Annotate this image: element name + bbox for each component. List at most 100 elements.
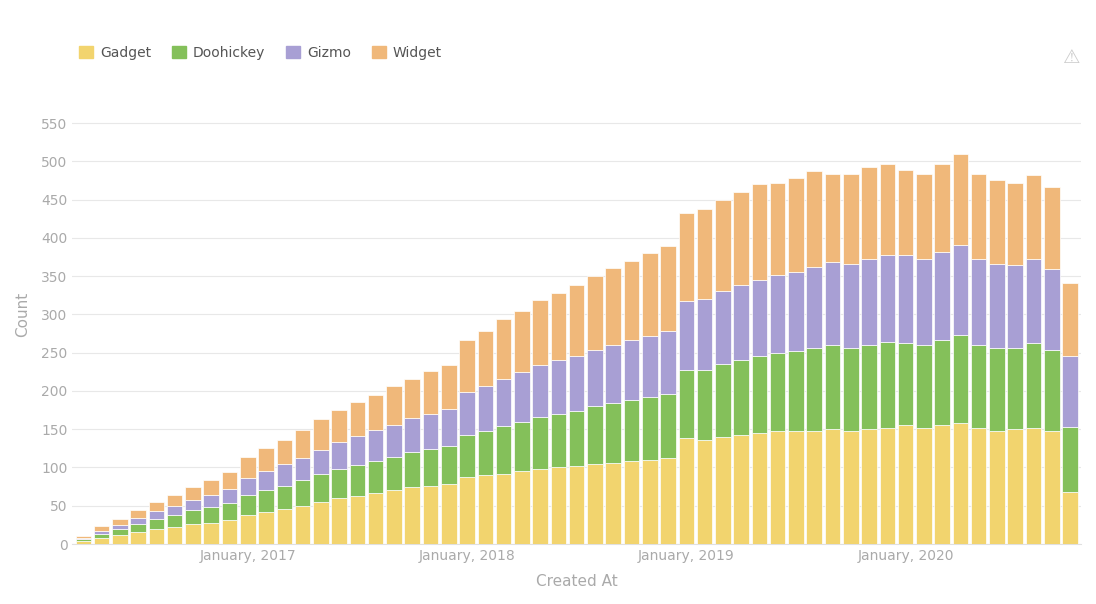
Bar: [605, 268, 621, 345]
Bar: [1007, 265, 1023, 348]
Bar: [971, 428, 986, 544]
Bar: [660, 331, 676, 394]
Bar: [350, 436, 365, 465]
Bar: [1062, 492, 1077, 544]
Bar: [331, 410, 347, 442]
Bar: [843, 348, 858, 431]
Bar: [569, 356, 584, 411]
Bar: [94, 527, 110, 531]
Bar: [642, 336, 658, 397]
Bar: [149, 511, 164, 519]
Bar: [185, 510, 201, 524]
Bar: [678, 439, 694, 544]
Bar: [624, 461, 639, 544]
Bar: [769, 183, 786, 275]
Bar: [1044, 269, 1060, 350]
Bar: [807, 267, 822, 348]
Bar: [149, 519, 164, 528]
Bar: [624, 400, 639, 461]
Bar: [605, 345, 621, 403]
Bar: [769, 431, 786, 544]
Bar: [459, 477, 475, 544]
Bar: [495, 474, 512, 544]
Bar: [769, 275, 786, 353]
Text: ⚠: ⚠: [1063, 48, 1081, 67]
Bar: [368, 493, 384, 544]
Bar: [295, 430, 310, 458]
Bar: [935, 164, 950, 252]
Bar: [185, 524, 201, 544]
Bar: [788, 272, 803, 351]
Y-axis label: Count: Count: [15, 292, 30, 337]
Bar: [807, 431, 822, 544]
Bar: [167, 515, 182, 527]
Bar: [350, 496, 365, 544]
Bar: [276, 440, 292, 464]
Bar: [423, 414, 438, 449]
Bar: [769, 353, 786, 431]
Bar: [550, 361, 567, 414]
Bar: [952, 155, 968, 245]
Bar: [880, 342, 895, 428]
Bar: [898, 342, 913, 425]
Bar: [624, 341, 639, 400]
Bar: [843, 264, 858, 348]
Bar: [478, 431, 493, 475]
Bar: [678, 213, 694, 301]
Bar: [459, 393, 475, 434]
Bar: [423, 371, 438, 414]
Bar: [204, 522, 219, 544]
Bar: [386, 387, 402, 425]
Bar: [533, 469, 548, 544]
Bar: [331, 498, 347, 544]
Bar: [569, 411, 584, 466]
Bar: [276, 486, 292, 509]
Bar: [112, 530, 127, 535]
Bar: [1007, 348, 1023, 429]
Bar: [990, 179, 1005, 264]
Bar: [130, 524, 146, 532]
Bar: [861, 167, 877, 259]
Bar: [112, 535, 127, 544]
Bar: [259, 471, 274, 490]
Bar: [843, 173, 858, 264]
Bar: [295, 506, 310, 544]
Bar: [752, 433, 767, 544]
Bar: [130, 532, 146, 544]
Bar: [240, 515, 255, 544]
Bar: [788, 431, 803, 544]
Bar: [898, 425, 913, 544]
Bar: [697, 299, 712, 370]
Bar: [605, 463, 621, 544]
Bar: [259, 490, 274, 512]
Bar: [94, 538, 110, 544]
Bar: [149, 502, 164, 511]
Bar: [752, 280, 767, 356]
Bar: [861, 345, 877, 429]
Bar: [733, 361, 749, 435]
Bar: [569, 466, 584, 544]
Bar: [350, 402, 365, 436]
Bar: [368, 430, 384, 461]
Bar: [221, 489, 237, 503]
Bar: [313, 450, 329, 474]
Bar: [935, 339, 950, 425]
Bar: [295, 481, 310, 506]
Bar: [240, 495, 255, 515]
Bar: [76, 541, 91, 544]
Bar: [221, 472, 237, 489]
Bar: [240, 478, 255, 495]
Bar: [1062, 427, 1077, 492]
Bar: [331, 469, 347, 498]
Bar: [550, 467, 567, 544]
Bar: [313, 419, 329, 450]
Bar: [386, 490, 402, 544]
Bar: [204, 495, 219, 507]
Bar: [843, 431, 858, 544]
Bar: [733, 435, 749, 544]
Bar: [697, 370, 712, 440]
Bar: [478, 331, 493, 387]
Bar: [605, 403, 621, 463]
Bar: [990, 264, 1005, 348]
Bar: [1007, 183, 1023, 265]
